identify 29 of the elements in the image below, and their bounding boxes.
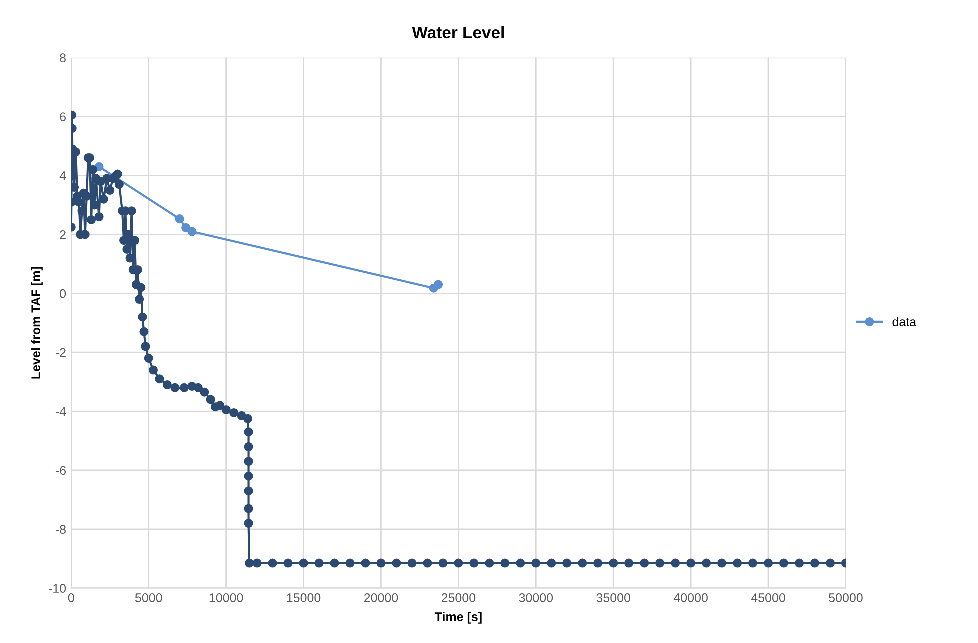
point <box>188 227 197 236</box>
x-tick-label: 0 <box>68 594 74 602</box>
x-tick-label: 50000 <box>829 594 863 602</box>
y-tick-label: -2 <box>56 348 66 358</box>
y-tick-label: -4 <box>56 407 66 416</box>
x-tick-label: 10000 <box>210 594 244 602</box>
point <box>175 214 184 224</box>
point <box>434 280 444 290</box>
x-tick-label: 45000 <box>751 594 786 602</box>
y-tick-label: 8 <box>60 54 66 63</box>
legend-label: data <box>892 317 917 326</box>
y-tick-label: 4 <box>60 172 66 180</box>
y-tick-label: 6 <box>60 112 66 122</box>
x-tick-label: 40000 <box>674 594 708 602</box>
chart-title: Water Level <box>412 26 504 39</box>
x-axis-title: Time [s] <box>434 612 482 624</box>
y-tick-label: 0 <box>60 289 66 298</box>
y-tick-label: -10 <box>49 584 66 593</box>
x-tick-label: 20000 <box>364 594 398 602</box>
y-axis-title: Level from TAF [m] <box>31 267 43 379</box>
x-tick-label: 15000 <box>287 594 321 602</box>
x-tick-label: 30000 <box>519 594 554 602</box>
x-tick-label: 5000 <box>135 594 162 602</box>
point <box>182 223 191 232</box>
y-tick-label: 2 <box>60 230 66 240</box>
x-tick-label: 25000 <box>442 594 476 602</box>
y-tick-label: -6 <box>56 466 66 476</box>
x-tick-label: 35000 <box>596 594 630 602</box>
y-tick-label: -8 <box>56 525 66 534</box>
